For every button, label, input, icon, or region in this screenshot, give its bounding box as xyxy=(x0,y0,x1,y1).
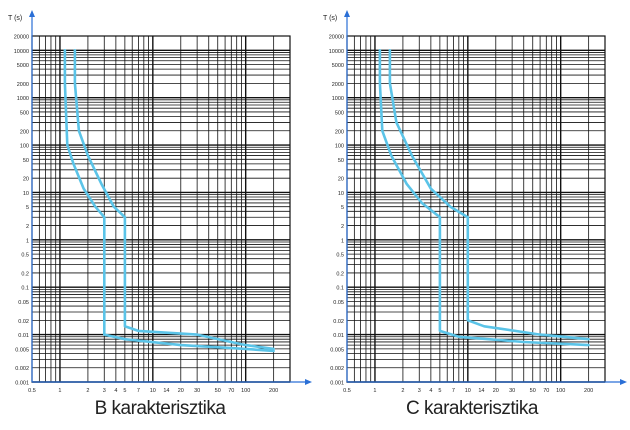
chart-c-karakterisztika: T (s)20000100005000200010005002001005020… xyxy=(323,10,627,394)
chart-b-x-tick-label: 30 xyxy=(194,388,200,394)
chart-b-y-axis-arrow xyxy=(29,10,35,17)
chart-b-x-tick-label: 7 xyxy=(137,388,140,394)
chart-b-y-tick-label: 20 xyxy=(23,177,29,183)
chart-c-y-tick-label: 5000 xyxy=(332,63,344,69)
chart-c-y-tick-label: 0.005 xyxy=(330,347,344,353)
chart-b-y-tick-label: 0.05 xyxy=(18,300,29,306)
chart-c-x-tick-label: 2 xyxy=(401,388,404,394)
chart-b-y-tick-label: 10000 xyxy=(14,49,29,55)
chart-b-y-tick-label: 5 xyxy=(26,205,29,211)
chart-b-y-tick-label: 500 xyxy=(20,110,29,116)
chart-c-x-tick-label: 3 xyxy=(418,388,421,394)
chart-c-y-tick-label: 20000 xyxy=(329,35,344,41)
chart-c-y-tick-label: 2 xyxy=(341,224,344,230)
chart-b-x-tick-label: 20 xyxy=(178,388,184,394)
chart-b-y-tick-label: 5000 xyxy=(17,63,29,69)
chart-c-y-tick-label: 500 xyxy=(335,110,344,116)
chart-b-y-tick-label: 100 xyxy=(20,144,29,150)
chart-b-x-tick-label: 1 xyxy=(58,388,61,394)
chart-c-y-tick-label: 0.001 xyxy=(330,381,344,387)
chart-b-y-tick-label: 10 xyxy=(23,191,29,197)
chart-c-x-tick-label: 70 xyxy=(543,388,549,394)
chart-c-plot-frame xyxy=(346,35,606,383)
chart-c-y-tick-label: 0.05 xyxy=(333,300,344,306)
chart-b-trip-curve-lower xyxy=(63,49,275,353)
chart-b-x-tick-label: 10 xyxy=(150,388,156,394)
chart-b-karakterisztika: T (s)20000100005000200010005002001005020… xyxy=(8,10,312,394)
chart-c-x-tick-label: 1 xyxy=(373,388,376,394)
chart-b-y-tick-label: 0.005 xyxy=(15,347,29,353)
chart-b-x-tick-label: 0.5 xyxy=(28,388,36,394)
chart-b-x-tick-label: 70 xyxy=(228,388,234,394)
chart-b-x-axis-arrow xyxy=(305,379,312,385)
chart-c-y-tick-label: 0.2 xyxy=(336,271,344,277)
chart-c-y-axis-arrow xyxy=(344,10,350,17)
chart-c-y-tick-label: 20 xyxy=(338,177,344,183)
chart-c-y-tick-label: 50 xyxy=(338,158,344,164)
chart-c-y-tick-label: 0.002 xyxy=(330,366,344,372)
chart-c-title: C karakterisztika xyxy=(406,398,538,419)
chart-b-x-tick-label: 100 xyxy=(241,388,250,394)
chart-c-y-tick-label: 0.01 xyxy=(333,333,344,339)
chart-c-x-tick-label: 7 xyxy=(452,388,455,394)
chart-b-x-tick-label: 4 xyxy=(114,388,117,394)
chart-c-trip-curve-upper xyxy=(388,49,590,341)
chart-c-x-tick-label: 10 xyxy=(465,388,471,394)
chart-b-title: B karakterisztika xyxy=(94,398,226,419)
chart-c-y-tick-label: 0.02 xyxy=(333,319,344,325)
chart-b-y-tick-label: 20000 xyxy=(14,35,29,41)
chart-b-y-tick-label: 0.5 xyxy=(21,253,29,259)
chart-b-y-tick-label: 1000 xyxy=(17,96,29,102)
chart-b-x-tick-label: 3 xyxy=(103,388,106,394)
chart-c-y-tick-label: 10000 xyxy=(329,49,344,55)
chart-b-grid xyxy=(31,35,291,383)
chart-c-x-tick-label: 30 xyxy=(509,388,515,394)
chart-c-y-tick-label: 0.5 xyxy=(336,253,344,259)
chart-c-grid xyxy=(346,35,606,383)
chart-c-y-tick-label: 200 xyxy=(335,129,344,135)
chart-b-x-tick-label: 2 xyxy=(86,388,89,394)
chart-b-y-tick-label: 0.001 xyxy=(15,381,29,387)
chart-b-y-tick-label: 2 xyxy=(26,224,29,230)
chart-c-x-tick-label: 14 xyxy=(478,388,484,394)
chart-b-y-tick-label: 200 xyxy=(20,129,29,135)
chart-b-y-tick-label: 0.02 xyxy=(18,319,29,325)
chart-c-y-tick-label: 0.1 xyxy=(336,286,344,292)
chart-c-x-tick-label: 200 xyxy=(584,388,593,394)
chart-c-trip-curve-lower xyxy=(378,49,590,347)
chart-c-x-tick-label: 100 xyxy=(556,388,565,394)
chart-b-trip-curve-upper xyxy=(73,49,275,351)
chart-c-y-tick-label: 1 xyxy=(341,238,344,244)
chart-c-y-tick-label: 100 xyxy=(335,144,344,150)
chart-b-x-tick-label: 50 xyxy=(215,388,221,394)
chart-b-x-tick-label: 200 xyxy=(269,388,278,394)
chart-c-y-tick-label: 10 xyxy=(338,191,344,197)
chart-c-x-tick-label: 5 xyxy=(438,388,441,394)
chart-b-plot-frame xyxy=(31,35,291,383)
chart-b-y-tick-label: 50 xyxy=(23,158,29,164)
chart-c-y-tick-label: 2000 xyxy=(332,82,344,88)
chart-b-y-tick-label: 0.2 xyxy=(21,271,29,277)
chart-c-y-tick-label: 5 xyxy=(341,205,344,211)
chart-c-x-tick-label: 20 xyxy=(493,388,499,394)
chart-b-y-tick-label: 0.01 xyxy=(18,333,29,339)
chart-b-y-tick-label: 1 xyxy=(26,238,29,244)
chart-b-y-tick-label: 2000 xyxy=(17,82,29,88)
chart-b-x-tick-label: 5 xyxy=(123,388,126,394)
chart-c-x-tick-label: 50 xyxy=(530,388,536,394)
chart-c-y-axis-label: T (s) xyxy=(323,15,337,22)
chart-c-x-tick-label: 0.5 xyxy=(343,388,351,394)
chart-b-y-axis-label: T (s) xyxy=(8,15,22,22)
chart-b-x-tick-label: 14 xyxy=(163,388,169,394)
chart-c-y-tick-label: 1000 xyxy=(332,96,344,102)
chart-c-x-tick-label: 4 xyxy=(429,388,432,394)
chart-c-x-axis-arrow xyxy=(620,379,627,385)
chart-b-y-tick-label: 0.1 xyxy=(21,286,29,292)
chart-b-y-tick-label: 0.002 xyxy=(15,366,29,372)
